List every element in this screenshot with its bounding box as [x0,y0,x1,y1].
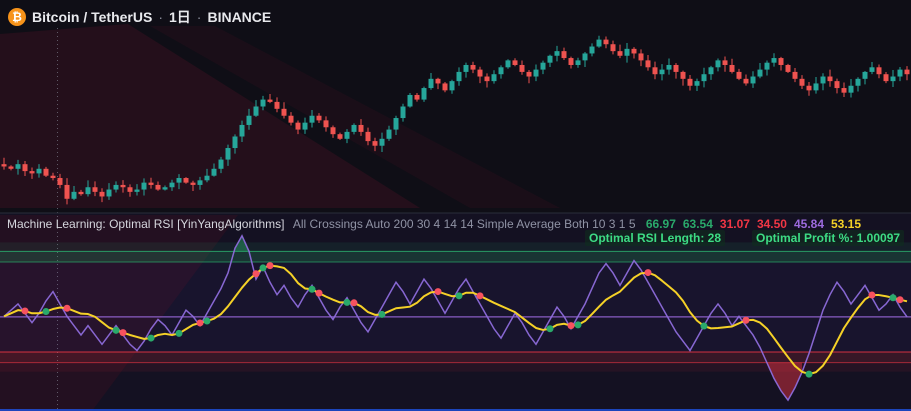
indicator-status-row[interactable]: Machine Learning: Optimal RSI [YinYangAl… [7,217,861,231]
chart-shading [0,24,420,208]
indicator-value: 45.84 [793,217,824,231]
bull-cross-dot [42,308,50,316]
chart-shading [0,215,238,411]
indicator-values: 66.97 63.54 31.07 34.50 45.84 53.15 [639,217,861,231]
bull-cross-dot [343,298,351,306]
symbol-header[interactable]: ₿ Bitcoin / TetherUS · 1日 · BINANCE [8,7,271,27]
chart-shading [150,26,560,208]
indicator-params: All Crossings Auto 200 30 4 14 14 Simple… [292,217,636,231]
bitcoin-icon: ₿ [8,8,26,26]
bull-cross-dot [308,285,316,293]
bull-cross-dot [889,294,897,302]
symbol-title[interactable]: Bitcoin / TetherUS [32,9,153,25]
bull-cross-dot [805,370,813,378]
bear-cross-dot [252,270,260,278]
bear-cross-dot [21,307,29,315]
exchange-label[interactable]: BINANCE [207,9,272,25]
bear-cross-dot [742,316,750,324]
bear-cross-dot [644,269,652,277]
bull-cross-dot [112,326,120,334]
indicator-value: 53.15 [831,217,862,231]
bear-cross-dot [196,319,204,327]
title-separator: · [196,9,202,25]
bull-cross-dot [700,322,708,330]
pane-resize-handle[interactable] [0,409,911,411]
bull-cross-dot [574,321,582,329]
bear-cross-dot [476,292,484,300]
bear-cross-dot [350,299,358,307]
bull-cross-dot [175,329,183,337]
indicator-value: 66.97 [645,217,676,231]
bull-cross-dot [378,310,386,318]
rsi-indicator [0,234,911,402]
indicator-title[interactable]: Machine Learning: Optimal RSI [YinYangAl… [7,217,285,231]
bear-cross-dot [63,304,71,312]
optimal-rsi-length-label: Optimal RSI Length: 28 [585,230,726,246]
rsi-line [3,234,908,402]
bear-cross-dot [896,296,904,304]
indicator-value: 63.54 [682,217,713,231]
bull-cross-dot [455,292,463,300]
bull-cross-dot [147,334,155,342]
optimal-profit-label: Optimal Profit %: 1.00097 [752,230,905,246]
candlestick-series [1,35,910,205]
bear-cross-dot [315,289,323,297]
indicator-value: 31.07 [719,217,750,231]
rsi-pane-background [0,213,911,411]
rsi-ma-line [3,264,908,376]
bear-cross-dot [266,262,274,270]
indicator-value: 34.50 [756,217,787,231]
bear-cross-dot [567,322,575,330]
interval-label[interactable]: 1日 [168,9,191,25]
crossing-signals [21,262,904,378]
bull-cross-dot [259,264,267,272]
bear-cross-dot [868,291,876,299]
bull-cross-dot [546,325,554,333]
bull-cross-dot [203,317,211,325]
bear-cross-dot [434,288,442,296]
title-separator: · [158,9,163,25]
bear-cross-dot [119,329,127,337]
